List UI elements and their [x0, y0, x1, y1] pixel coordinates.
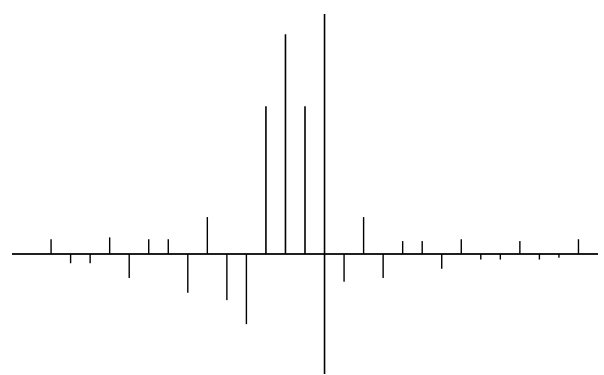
bars-group — [51, 34, 578, 324]
